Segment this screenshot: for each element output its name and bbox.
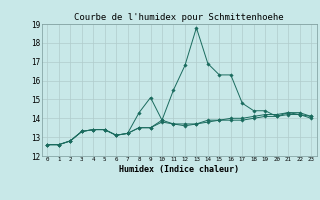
X-axis label: Humidex (Indice chaleur): Humidex (Indice chaleur) [119, 165, 239, 174]
Title: Courbe de l'humidex pour Schmittenhoehe: Courbe de l'humidex pour Schmittenhoehe [74, 13, 284, 22]
